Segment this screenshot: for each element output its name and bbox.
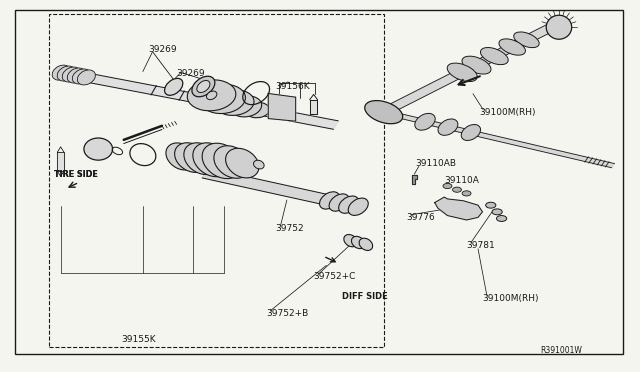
Text: R391001W: R391001W — [540, 346, 582, 355]
Ellipse shape — [72, 69, 90, 84]
Text: DIFF SIDE: DIFF SIDE — [342, 292, 388, 301]
Bar — [49, 14, 384, 347]
Ellipse shape — [365, 100, 403, 124]
Ellipse shape — [438, 119, 458, 135]
Polygon shape — [58, 152, 64, 171]
Ellipse shape — [214, 146, 250, 178]
Ellipse shape — [202, 143, 242, 179]
Ellipse shape — [481, 48, 508, 65]
Ellipse shape — [207, 91, 217, 100]
Ellipse shape — [164, 78, 183, 95]
Text: 39110AB: 39110AB — [415, 159, 456, 169]
Circle shape — [492, 209, 502, 215]
Text: TIRE SIDE: TIRE SIDE — [54, 170, 98, 179]
Ellipse shape — [230, 96, 262, 117]
Ellipse shape — [514, 32, 539, 48]
Ellipse shape — [253, 160, 264, 169]
Polygon shape — [310, 100, 317, 114]
Ellipse shape — [67, 68, 85, 83]
Text: 39100M(RH): 39100M(RH) — [479, 108, 536, 117]
Ellipse shape — [461, 125, 481, 141]
Ellipse shape — [77, 70, 95, 85]
Polygon shape — [435, 197, 483, 220]
Ellipse shape — [188, 80, 236, 111]
Ellipse shape — [359, 238, 372, 250]
Text: 39781: 39781 — [467, 241, 495, 250]
Text: 39752+B: 39752+B — [266, 309, 308, 318]
Ellipse shape — [329, 194, 349, 211]
Text: 39776: 39776 — [406, 213, 435, 222]
Ellipse shape — [215, 90, 254, 115]
Text: 39110A: 39110A — [444, 176, 479, 185]
Polygon shape — [268, 93, 296, 121]
Ellipse shape — [57, 66, 76, 81]
Ellipse shape — [344, 234, 357, 247]
Polygon shape — [380, 19, 566, 115]
Text: 39100M(RH): 39100M(RH) — [483, 294, 539, 303]
Ellipse shape — [200, 84, 245, 113]
Ellipse shape — [447, 63, 477, 81]
Text: TIRE SIDE: TIRE SIDE — [54, 170, 98, 179]
Ellipse shape — [166, 143, 196, 170]
Ellipse shape — [184, 143, 219, 174]
Polygon shape — [412, 175, 417, 184]
Text: 39752+C: 39752+C — [314, 272, 356, 281]
Circle shape — [452, 187, 461, 192]
Ellipse shape — [339, 196, 358, 213]
Ellipse shape — [245, 102, 269, 118]
Text: 39752: 39752 — [275, 224, 304, 233]
Ellipse shape — [193, 143, 230, 177]
Ellipse shape — [197, 80, 210, 93]
Circle shape — [462, 191, 471, 196]
Text: 39269: 39269 — [148, 45, 177, 54]
Ellipse shape — [546, 15, 572, 39]
Ellipse shape — [175, 143, 208, 172]
Polygon shape — [382, 110, 614, 168]
Text: 39156K: 39156K — [275, 82, 310, 91]
Ellipse shape — [499, 39, 525, 55]
Ellipse shape — [84, 138, 113, 160]
Ellipse shape — [462, 56, 491, 74]
Ellipse shape — [351, 236, 365, 248]
Ellipse shape — [415, 113, 435, 130]
Ellipse shape — [62, 67, 80, 82]
Circle shape — [486, 202, 496, 208]
Circle shape — [497, 215, 507, 221]
Text: 39269: 39269 — [177, 69, 205, 78]
Ellipse shape — [192, 76, 215, 97]
Ellipse shape — [319, 192, 340, 209]
Ellipse shape — [52, 65, 70, 80]
Polygon shape — [53, 67, 339, 129]
Polygon shape — [202, 168, 368, 213]
Ellipse shape — [225, 148, 259, 178]
Text: 39155K: 39155K — [121, 335, 156, 344]
Circle shape — [443, 183, 452, 189]
Ellipse shape — [348, 198, 368, 215]
